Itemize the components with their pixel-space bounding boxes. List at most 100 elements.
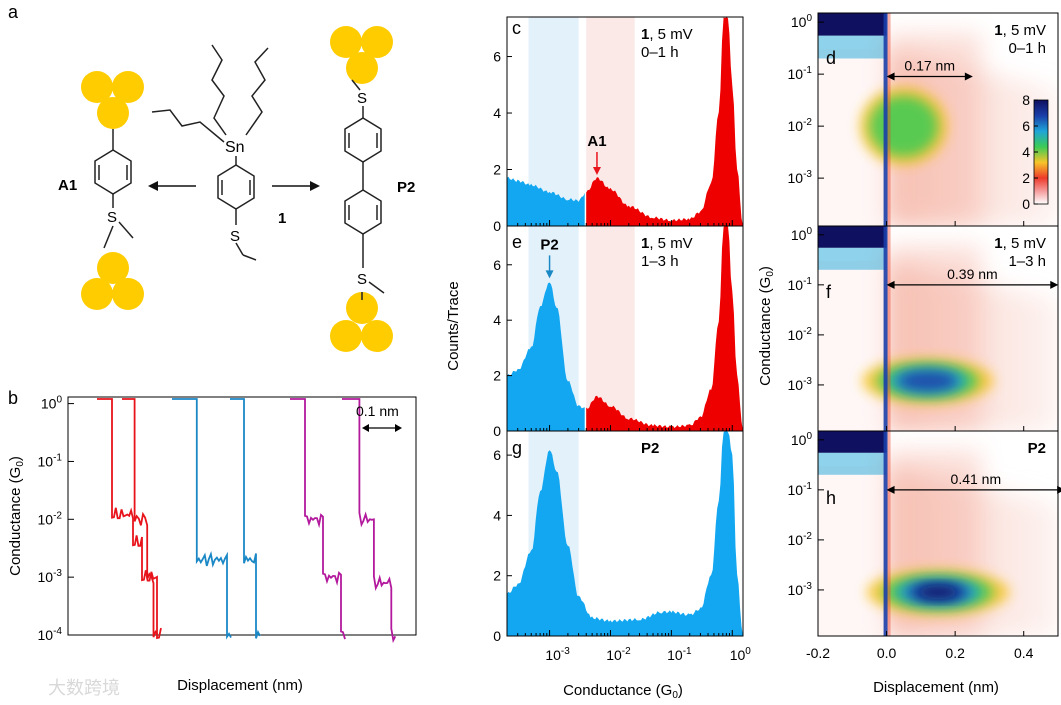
hist-legend: 1, 5 mV [641,235,693,252]
hist-area-blue [507,431,743,636]
heat-xtick-label: 0.4 [1014,645,1034,661]
hist-annotation-label: P2 [540,236,558,253]
heat-ytick-label: 100 [791,226,813,243]
heat-ytick-label: 10-1 [788,65,813,82]
heat-plateau-edge [818,452,887,475]
panel-b-trace [122,398,159,638]
panel-b-traces [97,398,397,644]
label-p2: P2 [397,179,415,196]
heat-ytick-label: 10-3 [788,169,813,186]
heat-ytick-label: 100 [791,13,813,30]
hist-xtick-label: 10-1 [667,646,692,663]
heat-legend-line2: 0–1 h [1008,40,1046,57]
molecule-1 [151,44,269,261]
heat-arrowhead-right [1050,280,1059,289]
heat-xtick-label: 0.2 [945,645,965,661]
heat-ytick-label: 10-2 [788,117,813,134]
hist-ytick-label: 2 [493,568,501,584]
hist-ytick-label: 0 [493,218,501,234]
shade-red [586,226,635,431]
heat-plateau-edge [818,247,887,270]
heat-ytick-label: 10-3 [788,581,813,598]
colorbar-tick-label: 6 [1022,118,1030,134]
hist-ytick-label: 2 [493,162,501,178]
heat-ylabel: Conductance (G0) [757,266,776,386]
heat-xtick-label: 0.0 [877,645,897,661]
hist-annotation-arrowhead [592,166,601,175]
heat-plateau [818,431,887,453]
heat-arrowhead-right [1057,485,1061,494]
panel-letter-h: h [826,488,836,508]
hist-ytick-label: 6 [493,49,501,65]
panel-letter-c: c [512,18,521,38]
panel-c: 0 2 4 6 1, 5 mV0–1 h A1 [493,16,744,234]
panel-letter-b: b [8,388,18,408]
hist-area-blue [507,176,585,226]
hist-ytick-label: 0 [493,423,501,439]
heat-arrowhead-right [964,72,973,81]
heat-ytick-label: 10-3 [788,376,813,393]
colorbar-tick-label: 8 [1022,92,1030,108]
panel-b-trace [172,398,232,640]
hist-area-red [586,17,743,226]
hist-xtick-label: 100 [730,646,752,663]
heat-legend-line2: 1–3 h [1008,253,1046,270]
panel-letter-f: f [826,282,832,302]
molecule-p2 [344,79,385,300]
reaction-arrow-left [148,181,196,191]
hist-annotation-label: A1 [587,133,606,150]
panel-h: 100 10-1 10-2 10-3 -0.2 0.0 0.2 0.4 0.41 nm P2 [788,430,1061,661]
heat-plateau [818,226,887,248]
panel-b-yticks: 100 10-1 10-2 10-3 10-4 [38,395,74,643]
hist-ytick-label: 4 [493,507,501,523]
hist-ytick-label: 6 [493,447,501,463]
hist-xlabel: Conductance (G0) [563,682,683,701]
hist-xtick-label: 10-2 [606,646,631,663]
hist-annotation-arrowhead [545,270,554,279]
hist-ytick-label: 2 [493,368,501,384]
heat-arrow-label: 0.39 nm [947,266,998,282]
heat-drop [883,431,888,636]
heat-blob [869,95,938,157]
heat-xtick-label: -0.2 [806,645,830,661]
reaction-arrow-right [272,181,320,191]
panel-b-ytick-label: 10-4 [38,626,63,643]
molecule-a1 [94,129,134,249]
heat-ytick-label: 10-2 [788,531,813,548]
heat-ytick-label: 10-1 [788,276,813,293]
gold-cluster-right-bottom [330,292,393,352]
hist-xtick-label: 10-3 [545,646,570,663]
hist-ytick-label: 6 [493,257,501,273]
heat-content [818,431,1058,636]
panel-f: 100 10-1 10-2 10-3 0.39 nm 1, 5 mV1–3 h [788,225,1059,432]
hist-legend-line2: 1–3 h [641,253,679,270]
heat-plateau-edge [818,35,887,59]
panel-b-ytick-label: 10-3 [38,568,63,585]
hist-legend: P2 [641,440,659,457]
heat-left-faint [818,260,887,431]
hist-area-blue [507,282,585,431]
hist-legend: 1, 5 mV [641,26,693,43]
heat-drop-edge [887,431,891,636]
heat-legend: P2 [1028,440,1046,457]
colorbar-tick-label: 0 [1022,196,1030,212]
s-label-a1: S [107,209,117,226]
panel-d: 100 10-1 10-2 10-3 0.17 nm 1, 5 mV0–1 h [788,12,1059,227]
hist-ylabel: Counts/Trace [445,281,462,370]
heat-plateau [818,13,887,36]
heat-legend: 1, 5 mV [994,235,1046,252]
gold-cluster-left-top [81,71,144,129]
hist-frame [506,430,744,637]
watermark: 大数跨境 [48,678,120,698]
s-label-p2-bottom: S [357,271,367,288]
reaction-scheme: S A1 Sn S 1 [58,26,415,352]
sn-label: Sn [225,139,245,156]
hist-ytick-label: 0 [493,628,501,644]
heat-drop-edge [887,13,891,226]
heat-content [818,226,1058,431]
heat-drop [883,226,888,431]
panel-b-trace [342,398,397,644]
colorbar: 8 6 4 2 0 [1022,92,1049,212]
hist-ytick-label: 4 [493,105,501,121]
heat-ytick-label: 10-2 [788,326,813,343]
